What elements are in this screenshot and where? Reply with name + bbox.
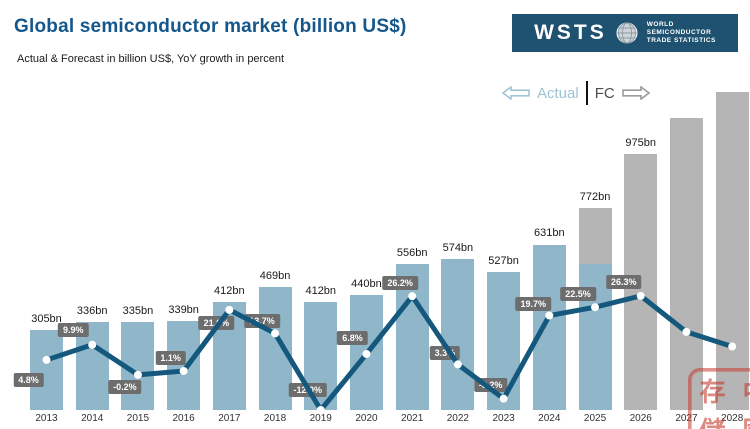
wsts-logo-org-text: WORLD SEMICONDUCTOR TRADE STATISTICS	[647, 21, 716, 45]
watermark-seal: 存 中 儲 國	[688, 368, 750, 429]
year-label-2023: 2023	[492, 413, 515, 424]
year-label-2014: 2014	[81, 413, 104, 424]
yoy-badge-2019: -12.0%	[288, 383, 328, 397]
bar-2022	[441, 259, 475, 410]
bar-2018	[258, 286, 292, 410]
yoy-badge-2021: 26.2%	[382, 276, 418, 291]
wsts-logo-acronym: WSTS	[534, 21, 607, 44]
yoy-badge-2014: 9.9%	[57, 322, 89, 337]
year-label-2019: 2019	[309, 413, 332, 424]
bar-2016	[167, 321, 201, 410]
bar-2027	[669, 118, 703, 410]
bar-2020	[349, 294, 383, 410]
year-label-2024: 2024	[538, 413, 561, 424]
bar-2013	[30, 330, 63, 410]
watermark-char: 儲	[699, 411, 725, 429]
bar-value-label-2026: 975bn	[625, 137, 657, 150]
page-subtitle: Actual & Forecast in billion US$, YoY gr…	[17, 53, 285, 65]
legend-actual-label: Actual	[537, 84, 579, 102]
yoy-badge-2023: -8.2%	[473, 377, 508, 392]
year-label-2026: 2026	[629, 413, 652, 424]
bar-value-label-2024: 631bn	[534, 227, 565, 240]
year-label-2013: 2013	[35, 413, 58, 424]
watermark-char: 存	[699, 378, 726, 408]
arrow-right-icon	[621, 86, 650, 100]
yoy-badge-2015: -0.2%	[108, 379, 142, 394]
yoy-badge-2024: 19.7%	[515, 296, 552, 311]
watermark-char: 國	[742, 411, 750, 429]
logo-org-line1: WORLD	[646, 20, 674, 28]
yoy-badge-2026: 26.3%	[605, 274, 642, 289]
bar-value-label-2022: 574bn	[442, 242, 474, 255]
yoy-badge-2025: 22.5%	[560, 287, 596, 302]
year-label-2017: 2017	[218, 413, 241, 424]
wsts-logo: WSTS WORLD SEMICONDUCTOR TRADE STATISTIC…	[512, 14, 738, 52]
yoy-badge-2013: 4.8%	[13, 372, 44, 387]
bar-value-label-2017: 412bn	[214, 284, 245, 297]
logo-org-line2: SEMICONDUCTOR	[646, 28, 712, 36]
legend-divider	[585, 81, 588, 105]
bar-value-label-2016: 339bn	[168, 304, 199, 317]
year-label-2015: 2015	[126, 413, 150, 424]
bar-2028	[715, 91, 749, 410]
bar-2025	[578, 207, 612, 410]
bar-2015	[121, 322, 155, 410]
year-label-2021: 2021	[401, 413, 424, 424]
year-label-2018: 2018	[263, 413, 287, 424]
arrow-left-icon	[502, 86, 530, 100]
year-label-2016: 2016	[172, 413, 195, 424]
bar-value-label-2018: 469bn	[259, 269, 291, 282]
bar-value-label-2020: 440bn	[351, 277, 382, 290]
yoy-badge-2020: 6.8%	[337, 330, 368, 345]
yoy-badge-2022: 3.3%	[429, 346, 461, 361]
bar-2024	[532, 244, 566, 410]
year-label-2020: 2020	[355, 413, 378, 424]
watermark-char: 中	[742, 372, 750, 409]
actual-fc-legend: Actual FC	[502, 80, 650, 106]
yoy-badge-2017: 21.6%	[198, 315, 235, 330]
globe-icon	[615, 21, 639, 45]
yoy-badge-2016: 1.1%	[155, 350, 186, 365]
bar-value-label-2025: 772bn	[579, 190, 611, 203]
bar-value-label-2021: 556bn	[396, 247, 428, 260]
year-label-2028: 2028	[721, 413, 744, 424]
year-label-2025: 2025	[583, 413, 607, 424]
bar-value-label-2023: 527bn	[488, 254, 519, 267]
year-label-2022: 2022	[446, 413, 469, 424]
page-title: Global semiconductor market (billion US$…	[14, 16, 407, 37]
legend-fc-label: FC	[594, 84, 615, 102]
logo-org-line3: TRADE STATISTICS	[646, 37, 716, 45]
year-label-2027: 2027	[675, 413, 698, 424]
yoy-badge-2018: 13.7%	[244, 314, 280, 329]
